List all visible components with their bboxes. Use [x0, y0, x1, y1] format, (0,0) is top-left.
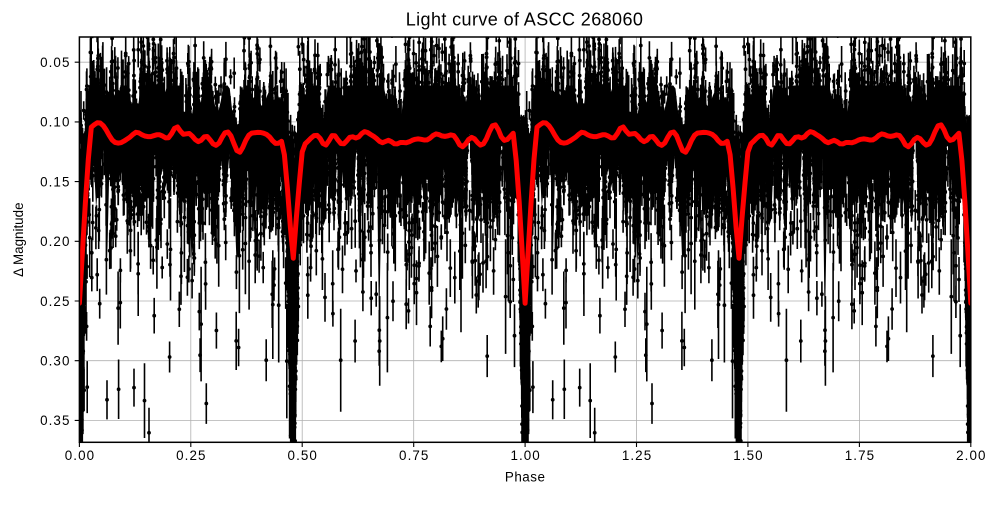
svg-text:1.25: 1.25 [622, 448, 651, 463]
svg-text:0.25: 0.25 [40, 294, 69, 309]
svg-text:1.75: 1.75 [845, 448, 874, 463]
svg-text:0.35: 0.35 [40, 413, 69, 428]
svg-text:0.25: 0.25 [176, 448, 205, 463]
svg-text:0.20: 0.20 [40, 234, 69, 249]
svg-text:0.30: 0.30 [40, 354, 69, 369]
svg-text:0.00: 0.00 [65, 448, 94, 463]
svg-text:0.10: 0.10 [40, 115, 69, 130]
svg-text:0.15: 0.15 [40, 174, 69, 189]
svg-text:Phase: Phase [505, 470, 545, 485]
svg-text:0.50: 0.50 [288, 448, 317, 463]
svg-text:2.00: 2.00 [956, 448, 985, 463]
svg-text:0.75: 0.75 [399, 448, 428, 463]
svg-text:1.50: 1.50 [733, 448, 762, 463]
svg-text:1.00: 1.00 [510, 448, 539, 463]
svg-text:Δ Magnitude: Δ Magnitude [11, 202, 26, 276]
svg-text:0.05: 0.05 [40, 55, 69, 70]
svg-text:Light curve of ASCC 268060: Light curve of ASCC 268060 [406, 10, 644, 30]
